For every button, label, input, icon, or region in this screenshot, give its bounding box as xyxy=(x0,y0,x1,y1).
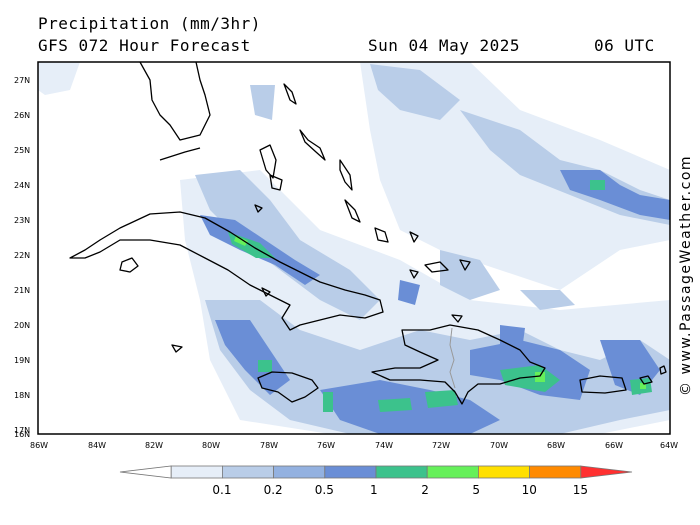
legend-label: 5 xyxy=(472,483,480,497)
precipitation-legend: 0.1 0.2 0.5 1 2 5 10 15 xyxy=(119,465,633,497)
credit-text: © www.PassageWeather.com xyxy=(678,155,694,396)
lon-label: 82W xyxy=(145,441,163,450)
lat-label: 23N xyxy=(14,216,30,225)
legend-swatch xyxy=(119,465,172,479)
legend-swatch xyxy=(273,465,326,479)
legend-swatch xyxy=(477,465,530,479)
lat-label: 27N xyxy=(14,76,30,85)
legend-labels: 0.1 0.2 0.5 1 2 5 10 15 xyxy=(212,483,588,497)
lon-label: 76W xyxy=(317,441,335,450)
lat-label: 16N xyxy=(14,430,30,439)
legend-label: 1 xyxy=(370,483,378,497)
longitude-axis: 86W 84W 82W 80W 78W 76W 74W 72W 70W 68W … xyxy=(30,441,678,450)
precipitation-map: 27N 26N 25N 24N 23N 22N 21N 20N 19N 18N … xyxy=(14,61,678,450)
forecast-time: 06 UTC xyxy=(594,36,655,55)
lat-label: 24N xyxy=(14,181,30,190)
legend-label: 0.2 xyxy=(264,483,283,497)
legend-label: 2 xyxy=(421,483,429,497)
legend-swatch xyxy=(529,465,582,479)
lon-label: 72W xyxy=(432,441,450,450)
lon-label: 86W xyxy=(30,441,48,450)
legend-bars xyxy=(119,465,633,479)
legend-label: 10 xyxy=(522,483,537,497)
coastlines xyxy=(69,62,667,405)
legend-label: 0.5 xyxy=(315,483,334,497)
lat-label: 20N xyxy=(14,321,30,330)
forecast-subtitle: GFS 072 Hour Forecast xyxy=(38,36,251,55)
lat-label: 18N xyxy=(14,391,30,400)
legend-label: 15 xyxy=(573,483,588,497)
lon-label: 64W xyxy=(660,441,678,450)
lat-label: 22N xyxy=(14,251,30,260)
legend-swatch xyxy=(375,465,428,479)
map-title: Precipitation (mm/3hr) xyxy=(38,14,261,33)
lat-label: 19N xyxy=(14,356,30,365)
lat-label: 26N xyxy=(14,111,30,120)
precipitation-field xyxy=(38,62,670,434)
legend-swatch xyxy=(324,465,377,479)
legend-label: 0.1 xyxy=(212,483,231,497)
lon-label: 80W xyxy=(202,441,220,450)
lat-label: 17N xyxy=(14,426,30,435)
lon-label: 66W xyxy=(605,441,623,450)
credit-watermark: © www.PassageWeather.com xyxy=(678,155,694,396)
lon-label: 78W xyxy=(260,441,278,450)
precip-max-regions xyxy=(234,236,646,389)
forecast-date: Sun 04 May 2025 xyxy=(368,36,520,55)
lon-label: 70W xyxy=(490,441,508,450)
map-frame xyxy=(37,61,671,435)
lon-label: 74W xyxy=(375,441,393,450)
legend-swatch xyxy=(170,465,223,479)
haiti-dr-border xyxy=(449,327,456,389)
lon-label: 68W xyxy=(547,441,565,450)
legend-swatch xyxy=(426,465,479,479)
lat-label: 25N xyxy=(14,146,30,155)
legend-swatch xyxy=(580,465,633,479)
legend-swatch xyxy=(221,465,274,479)
lon-label: 84W xyxy=(88,441,106,450)
lat-label: 21N xyxy=(14,286,30,295)
latitude-axis: 27N 26N 25N 24N 23N 22N 21N 20N 19N 18N … xyxy=(14,76,30,439)
